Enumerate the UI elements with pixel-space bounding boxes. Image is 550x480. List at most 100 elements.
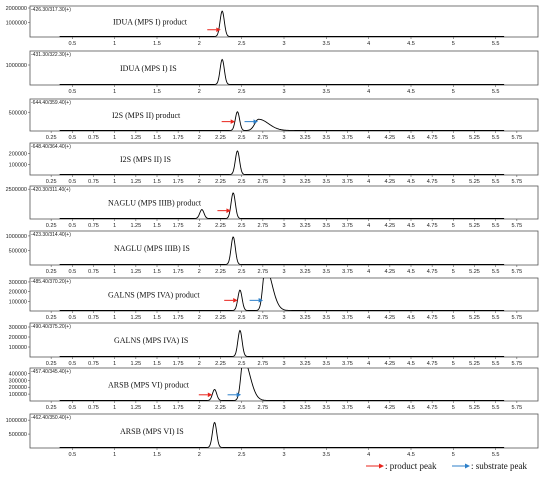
x-tick-label: 1.5 bbox=[153, 361, 161, 367]
chromatogram-trace bbox=[59, 236, 505, 265]
y-tick-label: 300000 bbox=[9, 325, 27, 331]
x-tick-label: 3 bbox=[282, 135, 285, 141]
y-tick-label: 100000 bbox=[9, 162, 27, 168]
substrate-peak-arrow bbox=[227, 392, 242, 398]
x-tick-label: 1.5 bbox=[153, 89, 161, 95]
x-tick-label: 1 bbox=[113, 89, 116, 95]
x-tick-label: 2.25 bbox=[215, 315, 226, 321]
x-tick-label: 1 bbox=[113, 179, 116, 185]
x-tick-label: 5.5 bbox=[492, 89, 500, 95]
x-tick-label: 0.5 bbox=[69, 452, 77, 458]
x-tick-label: 2 bbox=[198, 361, 201, 367]
x-tick-label: 5.5 bbox=[492, 315, 500, 321]
x-tick-label: 0.75 bbox=[88, 223, 99, 229]
x-tick-label: 4.25 bbox=[384, 179, 395, 185]
x-tick-label: 5.5 bbox=[492, 452, 500, 458]
x-tick-label: 0.5 bbox=[69, 89, 77, 95]
panel-frame bbox=[29, 230, 539, 266]
x-tick-label: 0.5 bbox=[69, 361, 77, 367]
x-tick-label: 3.25 bbox=[300, 361, 311, 367]
x-tick-label: 2 bbox=[198, 405, 201, 411]
x-tick-label: 4.75 bbox=[427, 135, 438, 141]
x-tick-label: 1.75 bbox=[173, 315, 184, 321]
x-tick-label: 5 bbox=[452, 269, 455, 275]
x-tick-label: 4 bbox=[367, 223, 370, 229]
x-tick-label: 2 bbox=[198, 223, 201, 229]
y-tick-label: 500000 bbox=[9, 248, 27, 254]
x-tick-label: 5 bbox=[452, 135, 455, 141]
x-tick-label: 4.5 bbox=[407, 41, 415, 47]
x-tick-label: 2.5 bbox=[238, 405, 246, 411]
x-tick-label: 5.75 bbox=[511, 179, 522, 185]
x-tick-label: 0.75 bbox=[88, 179, 99, 185]
x-tick-label: 5.5 bbox=[492, 179, 500, 185]
x-tick-label: 3 bbox=[282, 405, 285, 411]
x-tick-label: 3.75 bbox=[342, 135, 353, 141]
x-tick-label: 0.5 bbox=[69, 269, 77, 275]
x-tick-label: 3.5 bbox=[323, 452, 331, 458]
x-tick-label: 3.25 bbox=[300, 179, 311, 185]
x-tick-label: 3.25 bbox=[300, 223, 311, 229]
x-tick-label: 1.5 bbox=[153, 269, 161, 275]
x-tick-label: 3.25 bbox=[300, 269, 311, 275]
panel: 100000 200000 300000 0.25 0.5 0.75 1 1.25 1.5 1.7… bbox=[9, 322, 539, 367]
chromatogram-trace bbox=[59, 58, 505, 85]
chromatogram-trace bbox=[59, 10, 505, 37]
panel-frame bbox=[29, 5, 539, 38]
y-tick-label: 200000 bbox=[9, 385, 27, 391]
x-tick-label: 1.75 bbox=[173, 269, 184, 275]
x-tick-label: 1.75 bbox=[173, 223, 184, 229]
panel: 1000000 2000000 0.5 1 1.5 2 2.5 3 3.5 4 4.5 5 5.5 -42… bbox=[6, 5, 539, 47]
substrate-peak-arrow bbox=[244, 119, 259, 124]
transition-label: -490.40/375.20(+) bbox=[31, 324, 71, 330]
y-tick-label: 1000000 bbox=[6, 21, 27, 27]
panel: 500000 1000000 0.5 1 1.5 2 2.5 3 3.5 4 4.5 5 5.5 -462… bbox=[6, 413, 539, 458]
x-tick-label: 2.5 bbox=[238, 41, 246, 47]
panel-frame bbox=[29, 322, 539, 358]
x-tick-label: 4.5 bbox=[407, 89, 415, 95]
x-tick-label: 0.75 bbox=[88, 315, 99, 321]
x-tick-label: 2 bbox=[198, 452, 201, 458]
x-tick-label: 4.5 bbox=[407, 315, 415, 321]
x-tick-label: 4.75 bbox=[427, 269, 438, 275]
x-tick-label: 5.5 bbox=[492, 135, 500, 141]
x-tick-label: 4.25 bbox=[384, 405, 395, 411]
x-tick-label: 4.75 bbox=[427, 361, 438, 367]
x-tick-label: 0.5 bbox=[69, 315, 77, 321]
chromatogram-trace bbox=[59, 368, 505, 401]
y-tick-label: 200000 bbox=[9, 335, 27, 341]
x-tick-label: 4 bbox=[367, 315, 370, 321]
panel-frame bbox=[29, 185, 539, 220]
x-tick-label: 4.5 bbox=[407, 135, 415, 141]
x-tick-label: 5.75 bbox=[511, 269, 522, 275]
x-tick-label: 0.5 bbox=[69, 223, 77, 229]
panel-title: ARSB (MPS VI) product bbox=[108, 381, 190, 390]
x-tick-label: 2.5 bbox=[238, 269, 246, 275]
product-peak-arrow bbox=[207, 27, 221, 33]
x-tick-label: 1.25 bbox=[130, 179, 141, 185]
x-tick-label: 2.5 bbox=[238, 179, 246, 185]
panel-title: GALNS (MPS IVA) product bbox=[108, 291, 200, 300]
x-tick-label: 0.5 bbox=[69, 179, 77, 185]
x-tick-label: 3.25 bbox=[300, 135, 311, 141]
x-tick-label: 5.5 bbox=[492, 269, 500, 275]
panel-title: IDUA (MPS I) IS bbox=[120, 64, 177, 73]
x-tick-label: 2.75 bbox=[257, 223, 268, 229]
x-tick-label: 3 bbox=[282, 179, 285, 185]
x-tick-label: 2.75 bbox=[257, 405, 268, 411]
x-tick-label: 5.25 bbox=[469, 223, 480, 229]
legend-product-arrow bbox=[366, 463, 384, 469]
x-tick-label: 1 bbox=[113, 269, 116, 275]
x-tick-label: 2.25 bbox=[215, 135, 226, 141]
x-tick-label: 3 bbox=[282, 315, 285, 321]
legend-substrate-label: : substrate peak bbox=[471, 461, 527, 471]
panel-title: ARSB (MPS VI) IS bbox=[120, 427, 184, 436]
panel-title: GALNS (MPS IVA) IS bbox=[114, 336, 188, 345]
panel-frame bbox=[29, 142, 539, 176]
transition-label: -457.40/345.40(+) bbox=[31, 369, 71, 375]
x-tick-label: 1 bbox=[113, 405, 116, 411]
x-tick-label: 2.5 bbox=[238, 452, 246, 458]
x-tick-label: 4 bbox=[367, 405, 370, 411]
